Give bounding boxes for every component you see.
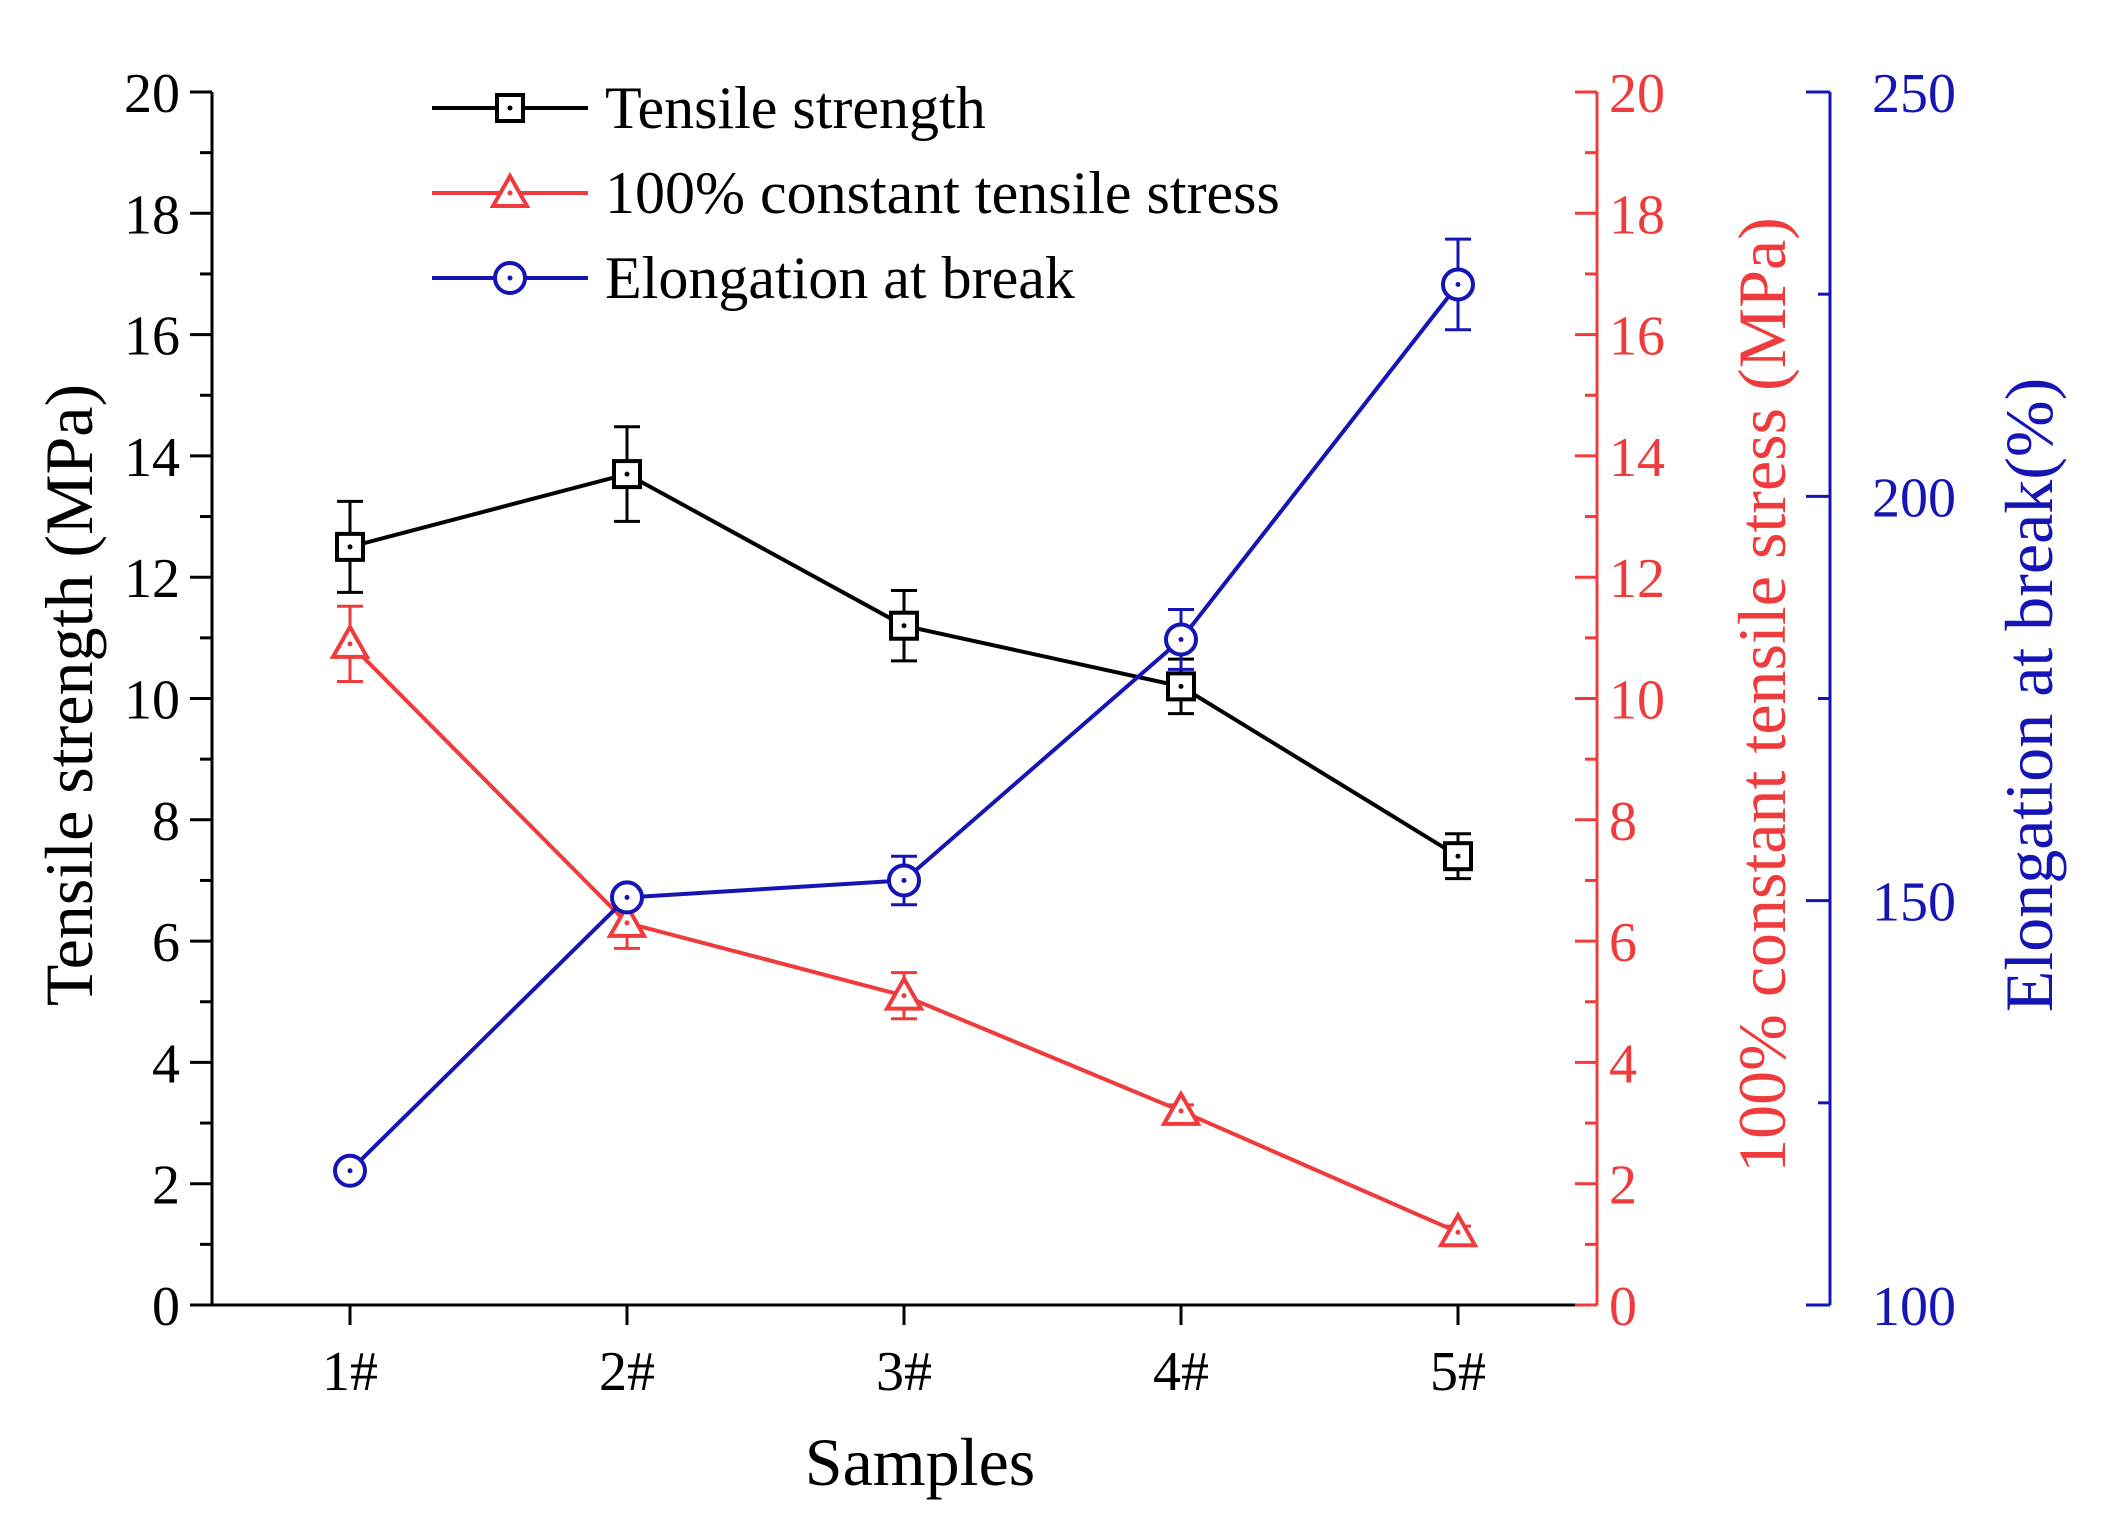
legend-label: Tensile strength xyxy=(605,75,986,141)
data-point-circle-center xyxy=(901,877,907,883)
legend-marker-circle-center xyxy=(507,275,513,281)
left-axis-tick-label: 18 xyxy=(124,184,180,246)
data-point-triangle-center xyxy=(1455,1229,1461,1235)
data-point-circle-center xyxy=(1178,636,1184,642)
series-line xyxy=(349,471,1460,858)
right-axis-stress-tick-label: 8 xyxy=(1609,791,1637,853)
right-axis-title-stress: 100% constant tensile stress (MPa) xyxy=(1724,217,1800,1173)
data-point-square-center xyxy=(1455,853,1461,859)
right-axis-elongation-tick-label: 200 xyxy=(1872,467,1956,529)
right-axis-stress-tick-label: 18 xyxy=(1609,184,1665,246)
left-axis-tick-label: 8 xyxy=(152,791,180,853)
left-axis-tick-label: 10 xyxy=(124,670,180,732)
right-axis-stress-tick-label: 6 xyxy=(1609,912,1637,974)
legend-entry: Elongation at break xyxy=(432,245,1075,311)
axes-layer: 0246810121416182002468101214161820100150… xyxy=(124,63,1956,1403)
left-axis-tick-label: 0 xyxy=(152,1276,180,1338)
x-axis-tick-label: 1# xyxy=(322,1341,378,1403)
right-axis-stress-tick-label: 14 xyxy=(1609,427,1665,489)
data-point-square-center xyxy=(347,544,353,550)
x-axis-title: Samples xyxy=(805,1424,1035,1500)
data-point-circle-center xyxy=(1455,281,1461,287)
right-axis-stress-tick-label: 2 xyxy=(1609,1155,1637,1217)
right-axis-stress-tick-label: 4 xyxy=(1609,1033,1637,1095)
legend-marker-square xyxy=(495,93,525,123)
left-axis-tick-label: 2 xyxy=(152,1155,180,1217)
series-square xyxy=(335,425,1473,881)
data-point-square xyxy=(1443,841,1473,872)
data-point-triangle-center xyxy=(347,641,353,647)
legend-label: Elongation at break xyxy=(605,245,1075,311)
legend-label: 100% constant tensile stress xyxy=(605,160,1280,226)
data-point-circle-center xyxy=(347,1168,353,1174)
series-circle xyxy=(333,237,1475,1188)
data-point-triangle-center xyxy=(1178,1108,1184,1114)
legend-marker-square-center xyxy=(507,105,513,111)
right-axis-stress-tick-label: 20 xyxy=(1609,63,1665,125)
data-point-triangle-center xyxy=(624,920,630,926)
right-axis-elongation-tick-label: 250 xyxy=(1872,63,1956,125)
data-point-circle-center xyxy=(624,894,630,900)
left-axis-tick-label: 6 xyxy=(152,912,180,974)
series-triangle xyxy=(329,604,1479,1248)
data-point-triangle-center xyxy=(901,993,907,999)
x-axis-tick-label: 3# xyxy=(876,1341,932,1403)
right-axis-title-elongation: Elongation at break(%) xyxy=(1991,378,2067,1012)
left-axis-tick-label: 12 xyxy=(124,548,180,610)
left-axis-title: Tensile strength (MPa) xyxy=(31,384,107,1006)
legend-marker-triangle-center xyxy=(507,190,513,196)
legend-entry: 100% constant tensile stress xyxy=(432,160,1280,226)
right-axis-stress-tick-label: 10 xyxy=(1609,670,1665,732)
x-axis-tick-label: 5# xyxy=(1430,1341,1486,1403)
right-axis-stress-tick-label: 12 xyxy=(1609,548,1665,610)
left-axis-tick-label: 20 xyxy=(124,63,180,125)
data-point-square-center xyxy=(901,623,907,629)
right-axis-elongation-tick-label: 100 xyxy=(1872,1276,1956,1338)
left-axis-tick-label: 4 xyxy=(152,1033,180,1095)
data-point-square-center xyxy=(624,471,630,477)
series-line xyxy=(348,642,1459,1235)
data-point-square xyxy=(612,459,642,490)
right-axis-elongation-tick-label: 150 xyxy=(1872,872,1956,934)
legend: Tensile strength 100% constant tensile st… xyxy=(432,75,1280,311)
legend-entry: Tensile strength xyxy=(432,75,986,141)
series-layer xyxy=(329,237,1479,1248)
right-axis-stress-tick-label: 0 xyxy=(1609,1276,1637,1338)
left-axis-tick-label: 16 xyxy=(124,306,180,368)
data-point-square-center xyxy=(1178,683,1184,689)
x-axis-tick-label: 4# xyxy=(1153,1341,1209,1403)
series-line xyxy=(348,283,1460,1173)
data-point-square xyxy=(335,531,365,562)
x-axis-tick-label: 2# xyxy=(599,1341,655,1403)
left-axis-tick-label: 14 xyxy=(124,427,180,489)
right-axis-stress-tick-label: 16 xyxy=(1609,306,1665,368)
